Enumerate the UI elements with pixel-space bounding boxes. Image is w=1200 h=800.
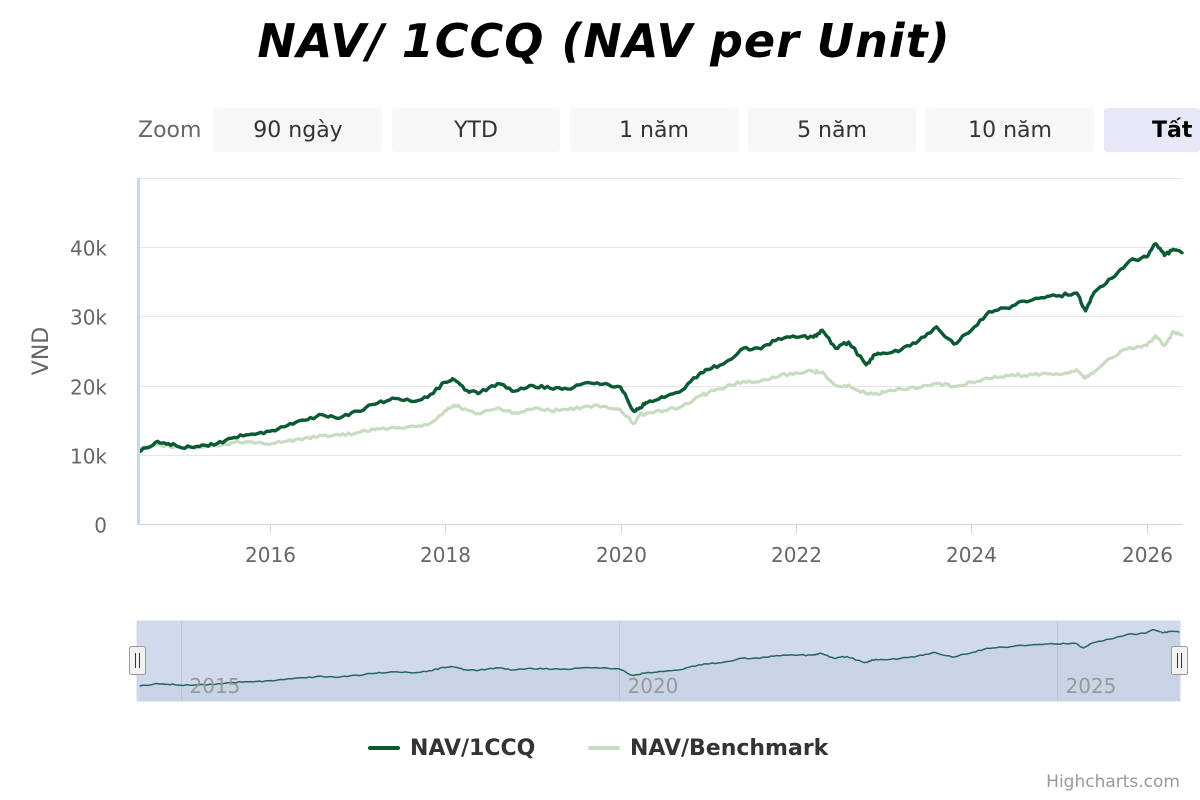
zoom-button-5-years[interactable]: 5 năm xyxy=(748,108,916,152)
zoom-button-ytd[interactable]: YTD xyxy=(392,108,560,152)
navigator[interactable]: 2015 2020 2025 xyxy=(129,620,1188,702)
range-selector: Zoom 90 ngày YTD 1 năm 5 năm 10 năm Tất xyxy=(0,108,1200,154)
zoom-button-90-days[interactable]: 90 ngày xyxy=(214,108,382,152)
y-tick-label: 40k xyxy=(70,237,107,261)
y-tick-label: 0 xyxy=(94,514,107,538)
legend-swatch-nav-1ccq xyxy=(368,746,400,750)
navigator-series-area xyxy=(139,629,1181,701)
navigator-right-handle[interactable] xyxy=(1171,646,1188,675)
navigator-tick-labels: 2015 2020 2025 xyxy=(190,674,1117,698)
navigator-tick-label: 2015 xyxy=(190,674,241,698)
legend-swatch-nav-benchmark xyxy=(588,746,620,750)
y-tick-label: 30k xyxy=(70,306,107,330)
zoom-button-10-years[interactable]: 10 năm xyxy=(926,108,1094,152)
navigator-left-handle[interactable] xyxy=(129,646,146,675)
x-tick-label: 2020 xyxy=(596,543,647,567)
navigator-gridlines xyxy=(181,621,1058,701)
zoom-label: Zoom xyxy=(138,118,202,143)
x-tick-label: 2024 xyxy=(946,543,997,567)
y-tick-label: 20k xyxy=(70,376,107,400)
x-axis-tick-labels: 2016 2018 2020 2022 2024 2026 xyxy=(245,524,1173,567)
series-line-nav-benchmark[interactable] xyxy=(139,330,1184,451)
zoom-button-1-year[interactable]: 1 năm xyxy=(570,108,738,152)
credits-link[interactable]: Highcharts.com xyxy=(1046,772,1180,792)
gridlines xyxy=(138,178,1182,456)
legend-label-nav-1ccq: NAV/1CCQ xyxy=(410,735,536,761)
x-tick-label: 2016 xyxy=(245,543,296,567)
navigator-series-line xyxy=(139,628,1181,687)
series-line-nav-1ccq[interactable] xyxy=(138,242,1184,453)
x-tick-label: 2022 xyxy=(771,543,822,567)
navigator-selected-range[interactable] xyxy=(136,620,1181,702)
navigator-tick-label: 2020 xyxy=(628,674,679,698)
zoom-button-all[interactable]: Tất xyxy=(1104,108,1200,152)
y-axis-tick-labels: 0 10k 20k 30k 40k xyxy=(70,237,107,538)
legend: NAV/1CCQ NAV/Benchmark xyxy=(0,732,1200,764)
legend-item-nav-benchmark[interactable]: NAV/Benchmark xyxy=(588,732,828,764)
series-lines xyxy=(138,242,1184,453)
y-tick-label: 10k xyxy=(70,445,107,469)
legend-label-nav-benchmark: NAV/Benchmark xyxy=(630,735,829,761)
navigator-tick-label: 2025 xyxy=(1066,674,1117,698)
chart-title: NAV/ 1CCQ (NAV per Unit) xyxy=(257,14,951,68)
x-tick-label: 2026 xyxy=(1122,543,1173,567)
navigator-background xyxy=(136,620,1181,702)
y-axis-title: VND xyxy=(29,327,54,375)
x-tick-label: 2018 xyxy=(420,543,471,567)
legend-item-nav-1ccq[interactable]: NAV/1CCQ xyxy=(368,732,535,764)
